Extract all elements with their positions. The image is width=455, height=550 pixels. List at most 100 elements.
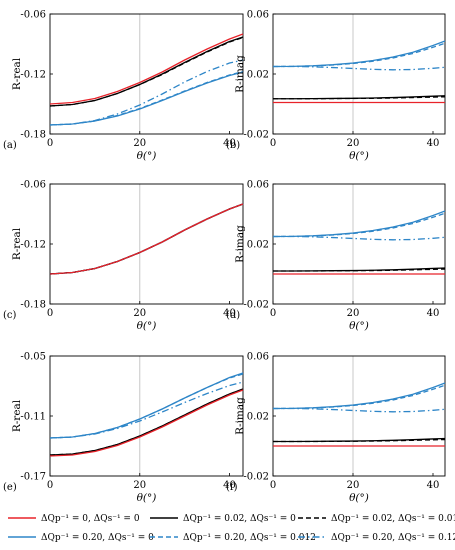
x-tick-label: 20 — [133, 480, 146, 491]
y-tick-label: -0.02 — [243, 130, 269, 141]
axes-frame — [272, 183, 446, 305]
panel-label: (e) — [3, 482, 17, 493]
legend-label: ΔQp⁻¹ = 0.02, ΔQs⁻¹ = 0 — [183, 514, 296, 524]
series-line-2 — [49, 203, 244, 275]
y-tick-label: -0.02 — [243, 472, 269, 483]
y-tick-label: 0.02 — [247, 70, 269, 81]
y-tick-label: -0.12 — [20, 70, 46, 81]
x-tick-label: 20 — [347, 308, 360, 319]
series-line-6 — [273, 407, 446, 413]
x-tick-label: 40 — [223, 138, 236, 149]
y-tick-label: -0.18 — [20, 130, 46, 141]
legend-label: ΔQp⁻¹ = 0.20, ΔQs⁻¹ = 0 — [41, 533, 154, 543]
legend-item: ΔQp⁻¹ = 0.20, ΔQs⁻¹ = 0 — [8, 533, 154, 543]
y-axis-label: R-real — [11, 399, 23, 432]
series-line-4 — [272, 210, 446, 238]
x-tick-label: 40 — [427, 480, 440, 491]
x-tick-label: 0 — [270, 308, 276, 319]
series-line-3 — [49, 388, 244, 456]
panel-label: (a) — [3, 140, 17, 151]
y-tick-label: 0.02 — [247, 412, 269, 423]
x-tick-label: 0 — [270, 480, 276, 491]
x-tick-label: 0 — [47, 480, 53, 491]
legend-item: ΔQp⁻¹ = 0.20, ΔQs⁻¹ = 0.012 — [150, 533, 316, 543]
x-tick-label: 0 — [47, 138, 53, 149]
x-axis-label: θ(°) — [137, 150, 157, 162]
legend: ΔQp⁻¹ = 0, ΔQs⁻¹ = 0 ΔQp⁻¹ = 0.02, ΔQs⁻¹ … — [8, 514, 455, 543]
legend-label: ΔQp⁻¹ = 0.20, ΔQs⁻¹ = 0.120 — [331, 533, 455, 543]
x-tick-label: 40 — [223, 480, 236, 491]
y-axis-label: R-imag — [234, 397, 246, 435]
y-tick-label: -0.12 — [20, 240, 46, 251]
y-tick-label: -0.06 — [20, 180, 46, 191]
series-line-3 — [273, 438, 446, 443]
legend-item: ΔQp⁻¹ = 0, ΔQs⁻¹ = 0 — [8, 514, 140, 524]
panel-d: 0.06 0.02 -0.020 20 40 θ(°) R-imag (d) — [226, 180, 446, 332]
series-line-1 — [49, 389, 244, 457]
panel-label: (b) — [226, 140, 240, 151]
x-tick-label: 0 — [270, 138, 276, 149]
axes-frame — [49, 183, 244, 305]
y-axis-label: R-imag — [234, 55, 246, 93]
series-line-4 — [272, 40, 446, 68]
axes-frame — [272, 13, 446, 135]
series-line-6 — [49, 381, 244, 439]
series-line-6 — [49, 59, 244, 126]
legend-item: ΔQp⁻¹ = 0.20, ΔQs⁻¹ = 0.120 — [298, 533, 455, 543]
panel-c: -0.06 -0.12 -0.180 20 40 θ(°) R-real (c) — [3, 180, 244, 332]
x-axis-label: θ(°) — [349, 150, 369, 162]
y-tick-label: -0.02 — [243, 300, 269, 311]
series-line-6 — [49, 203, 244, 275]
y-tick-label: 0.06 — [247, 10, 269, 21]
series-line-3 — [273, 96, 446, 100]
series-line-3 — [49, 203, 244, 275]
series-line-4 — [272, 382, 446, 410]
y-tick-label: -0.11 — [20, 412, 46, 423]
series-line-5 — [272, 384, 446, 410]
legend-label: ΔQp⁻¹ = 0.02, ΔQs⁻¹ = 0.012 — [331, 514, 455, 524]
series-line-6 — [273, 65, 446, 71]
x-tick-label: 20 — [133, 138, 146, 149]
series-line-6 — [273, 235, 446, 241]
x-tick-label: 0 — [47, 308, 53, 319]
panel-label: (d) — [226, 310, 240, 321]
series-line-5 — [272, 42, 446, 68]
panel-e: -0.05 -0.11 -0.170 20 40 θ(°) R-real (e) — [3, 352, 244, 504]
panel-b: 0.06 0.02 -0.020 20 40 θ(°) R-imag (b) — [226, 10, 446, 162]
y-axis-label: R-imag — [234, 225, 246, 263]
series-line-5 — [49, 373, 244, 439]
y-tick-label: -0.06 — [20, 10, 46, 21]
x-axis-label: θ(°) — [349, 492, 369, 504]
x-axis-label: θ(°) — [137, 492, 157, 504]
panel-label: (c) — [3, 310, 17, 321]
y-tick-label: 0.02 — [247, 240, 269, 251]
x-tick-label: 40 — [223, 308, 236, 319]
series-line-5 — [49, 203, 244, 275]
series-line-2 — [49, 36, 244, 107]
legend-label: ΔQp⁻¹ = 0, ΔQs⁻¹ = 0 — [41, 514, 140, 524]
series-line-3 — [273, 268, 446, 272]
x-axis-label: θ(°) — [349, 320, 369, 332]
axes-frame — [272, 355, 446, 477]
y-tick-label: -0.18 — [20, 300, 46, 311]
legend-label: ΔQp⁻¹ = 0.20, ΔQs⁻¹ = 0.012 — [183, 533, 316, 543]
x-tick-label: 20 — [133, 308, 146, 319]
y-axis-label: R-real — [11, 57, 23, 90]
x-tick-label: 40 — [427, 138, 440, 149]
y-tick-label: 0.06 — [247, 352, 269, 363]
series-line-5 — [272, 212, 446, 238]
series-line-4 — [49, 203, 244, 275]
y-tick-label: -0.05 — [20, 352, 46, 363]
y-tick-label: 0.06 — [247, 180, 269, 191]
panel-label: (f) — [226, 482, 238, 493]
series-line-2 — [49, 388, 244, 456]
series-line-4 — [49, 372, 244, 439]
y-tick-label: -0.17 — [20, 472, 46, 483]
x-tick-label: 20 — [347, 480, 360, 491]
legend-item: ΔQp⁻¹ = 0.02, ΔQs⁻¹ = 0 — [150, 514, 296, 524]
panel-f: 0.06 0.02 -0.020 20 40 θ(°) R-imag (f) — [226, 352, 446, 504]
y-axis-label: R-real — [11, 227, 23, 260]
x-tick-label: 40 — [427, 308, 440, 319]
x-axis-label: θ(°) — [137, 320, 157, 332]
